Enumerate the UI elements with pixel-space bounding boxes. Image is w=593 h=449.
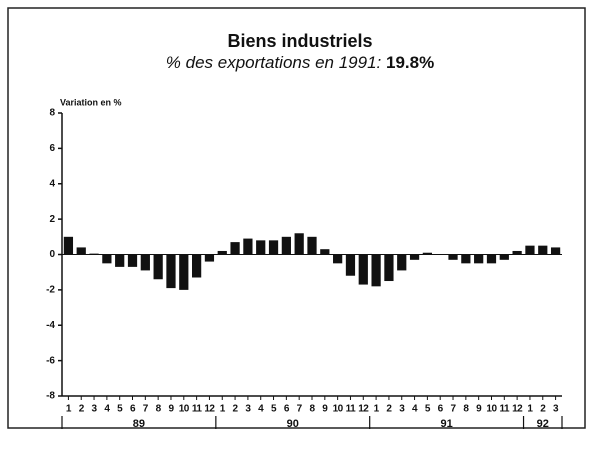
bar — [268, 240, 279, 255]
bar — [89, 253, 99, 255]
bar — [384, 254, 394, 282]
x-tick-label: 10 — [333, 404, 344, 415]
bar — [448, 254, 458, 260]
bar — [538, 245, 548, 255]
frame — [7, 7, 586, 429]
x-tick-label: 1 — [220, 404, 226, 415]
group-label: 90 — [287, 418, 299, 430]
x-tick-label: 1 — [66, 404, 72, 415]
bar — [217, 250, 227, 255]
bar — [550, 247, 561, 255]
y-tick-label: -4 — [46, 320, 55, 331]
subtitle-value: 19.8% — [386, 53, 434, 72]
y-tick-label: 8 — [49, 108, 55, 119]
chart-title: Biens industriels — [227, 31, 372, 51]
x-tick-label: 5 — [271, 404, 277, 415]
bar — [345, 254, 356, 276]
bar — [179, 254, 189, 290]
x-tick-label: 9 — [168, 404, 174, 415]
bar — [140, 254, 150, 271]
bar — [153, 254, 163, 280]
x-tick-label: 2 — [79, 404, 85, 415]
bar — [358, 254, 368, 285]
x-tick-label: 8 — [463, 404, 469, 415]
x-tick-label: 7 — [297, 404, 303, 415]
y-tick-label: -2 — [46, 285, 55, 296]
bar — [230, 242, 240, 255]
bar — [371, 254, 381, 287]
group-label: 92 — [537, 418, 549, 430]
x-tick-label: 12 — [204, 404, 215, 415]
bar — [409, 254, 420, 260]
bar — [333, 254, 343, 264]
bar — [525, 245, 535, 255]
bar — [486, 254, 497, 264]
y-axis-label: Variation en % — [60, 97, 122, 107]
bar — [294, 233, 304, 255]
x-tick-label: 6 — [130, 404, 136, 415]
bar — [76, 247, 86, 255]
bar — [63, 236, 74, 255]
x-tick-label: 3 — [553, 404, 559, 415]
bar — [256, 240, 266, 255]
bar — [102, 254, 112, 264]
subtitle-text: % des exportations en 1991: — [166, 53, 382, 72]
bar — [127, 254, 138, 267]
x-tick-label: 4 — [412, 404, 418, 415]
x-tick-label: 2 — [540, 404, 546, 415]
x-tick-label: 3 — [92, 404, 98, 415]
x-tick-label: 7 — [143, 404, 149, 415]
group-label: 91 — [440, 418, 452, 430]
x-tick-label: 5 — [117, 404, 123, 415]
x-tick-label: 10 — [486, 404, 497, 415]
bar — [204, 254, 215, 262]
bar — [461, 254, 471, 264]
chart-subtitle: % des exportations en 1991: 19.8% — [166, 53, 434, 72]
x-tick-label: 4 — [258, 404, 264, 415]
x-tick-label: 10 — [179, 404, 190, 415]
x-tick-label: 2 — [386, 404, 392, 415]
bar — [307, 236, 317, 255]
group-label: 89 — [133, 418, 145, 430]
bar — [166, 254, 176, 289]
y-tick-label: 4 — [49, 178, 55, 189]
bar — [281, 236, 291, 255]
x-tick-label: 11 — [346, 404, 357, 415]
bar — [243, 238, 253, 255]
bar — [474, 254, 484, 264]
x-tick-label: 3 — [245, 404, 251, 415]
x-tick-label: 4 — [104, 404, 110, 415]
x-tick-label: 12 — [358, 404, 369, 415]
x-tick-label: 11 — [500, 404, 511, 415]
y-tick-label: 6 — [49, 143, 55, 154]
y-tick-label: 2 — [49, 214, 55, 225]
bar — [320, 249, 330, 255]
x-tick-label: 9 — [476, 404, 482, 415]
bar — [397, 254, 407, 271]
y-tick-label: -8 — [46, 391, 55, 402]
x-tick-label: 7 — [450, 404, 456, 415]
bar — [422, 252, 432, 255]
x-tick-label: 6 — [438, 404, 444, 415]
x-tick-label: 5 — [425, 404, 431, 415]
x-tick-label: 6 — [284, 404, 290, 415]
x-tick-label: 8 — [309, 404, 315, 415]
x-tick-label: 8 — [156, 404, 162, 415]
x-tick-label: 12 — [512, 404, 523, 415]
y-tick-label: -6 — [46, 355, 55, 366]
x-tick-label: 11 — [192, 404, 203, 415]
y-tick-label: 0 — [49, 249, 55, 260]
bar — [115, 254, 125, 267]
x-tick-label: 1 — [527, 404, 533, 415]
x-tick-label: 2 — [233, 404, 239, 415]
bar — [512, 250, 522, 255]
x-tick-label: 3 — [399, 404, 405, 415]
bar — [192, 254, 202, 278]
bar — [499, 254, 509, 260]
x-tick-label: 1 — [374, 404, 380, 415]
x-tick-label: 9 — [322, 404, 328, 415]
